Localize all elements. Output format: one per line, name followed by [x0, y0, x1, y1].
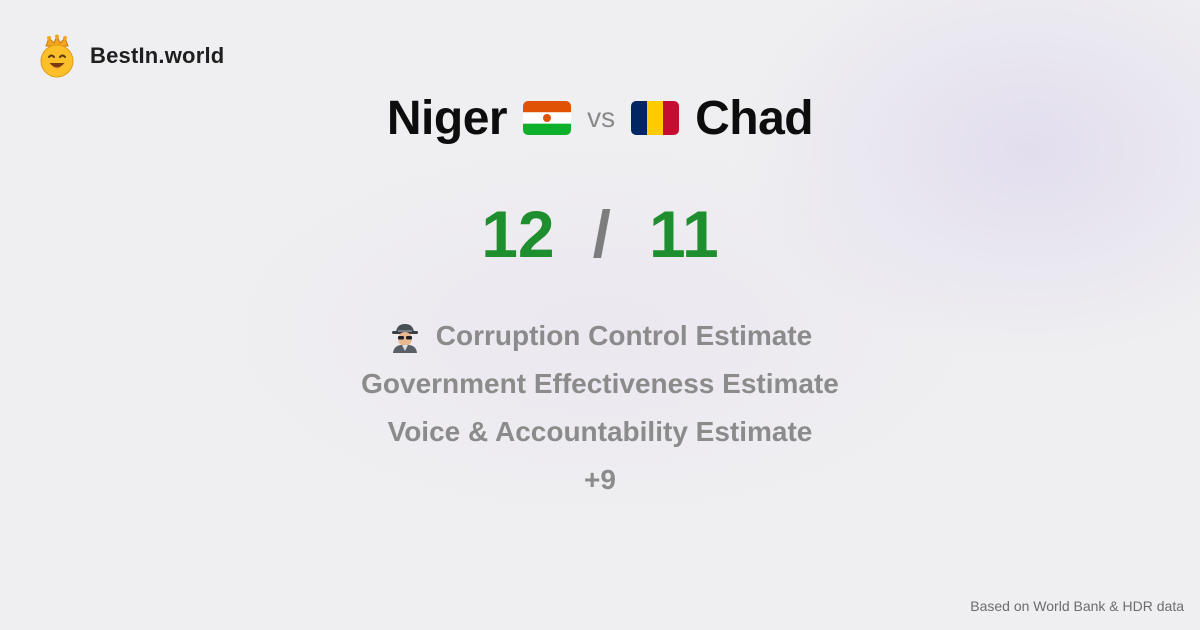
comparison-title: Niger vs Chad — [0, 88, 1200, 148]
crowned-smiley-icon — [40, 34, 74, 78]
score-separator: / — [592, 197, 611, 271]
metric-label: Corruption Control Estimate — [435, 320, 813, 351]
brand-name: BestIn.world — [90, 43, 225, 68]
niger-flag-icon — [523, 101, 572, 135]
chad-flag-icon — [631, 101, 680, 135]
right-score: 11 — [648, 197, 719, 271]
more-metrics-label: +9 — [584, 464, 616, 495]
metric-item: Government Effectiveness Estimate — [0, 360, 1200, 408]
right-country-name: Chad — [695, 91, 814, 145]
vs-label: vs — [587, 102, 616, 133]
left-score: 12 — [481, 197, 555, 271]
data-source-note: Based on World Bank & HDR data — [970, 598, 1184, 614]
score-row: 12 / 11 — [0, 192, 1200, 276]
metrics-list: Corruption Control Estimate Government E… — [0, 312, 1200, 504]
brand[interactable]: BestIn.world — [38, 34, 224, 78]
left-country-name: Niger — [386, 91, 508, 145]
more-metrics-count: +9 — [0, 456, 1200, 504]
metric-label: Government Effectiveness Estimate — [361, 368, 839, 399]
spy-icon — [391, 324, 418, 353]
metric-item: Corruption Control Estimate — [0, 312, 1200, 360]
metric-label: Voice & Accountability Estimate — [387, 416, 813, 447]
metric-item: Voice & Accountability Estimate — [0, 408, 1200, 456]
